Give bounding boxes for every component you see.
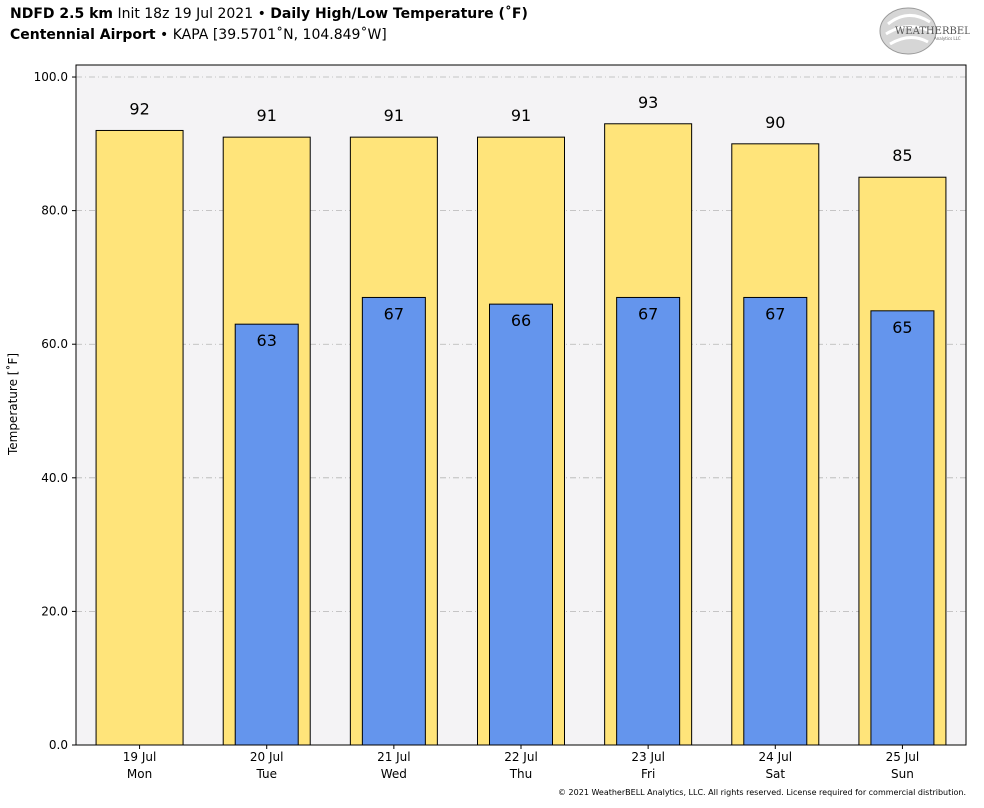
high-temp-label: 91 [511,106,531,125]
high-temp-label: 92 [129,99,149,118]
low-temp-label: 67 [384,304,404,323]
x-tick-label-day: Mon [127,767,152,781]
high-temp-label: 85 [892,146,912,165]
low-temp-bar [489,303,553,746]
high-temp-bar [95,129,184,746]
x-tick-label-day: Tue [255,767,277,781]
bars-group [95,123,947,746]
title-line-1: NDFD 2.5 km Init 18z 19 Jul 2021 • Daily… [10,6,528,22]
y-axis-label: Temperature [˚F] [5,353,20,456]
x-axis: 19 Jul Mon 20 Jul Tue 21 Jul Wed 22 Jul Thu 23 J… [123,745,919,781]
x-tick-label-date: 24 Jul [759,750,793,764]
x-tick-label-day: Sun [891,767,914,781]
x-tick-label-date: 19 Jul [123,750,157,764]
y-tick-label: 0.0 [49,738,68,752]
init-time: Init 18z 19 Jul 2021 [117,6,254,22]
x-tick-label-day: Wed [381,767,407,781]
high-temp-label: 91 [384,106,404,125]
low-temp-bar [743,296,808,746]
copyright-notice: © 2021 WeatherBELL Analytics, LLC. All r… [558,788,966,797]
x-tick-label-day: Thu [509,767,533,781]
x-tick-label-day: Fri [641,767,655,781]
y-tick-label: 80.0 [41,204,68,218]
location-name: Centennial Airport [10,27,156,43]
separator: • [257,6,266,22]
plot-frame [75,64,967,746]
y-tick-label: 20.0 [41,604,68,618]
x-tick-label-date: 22 Jul [504,750,538,764]
svg-text:WEATHERBELL: WEATHERBELL [895,26,970,37]
low-temp-label: 63 [257,331,277,350]
low-temp-bar [616,296,681,746]
low-temp-bar [234,323,299,746]
x-tick-label-day: Sat [765,767,785,781]
y-tick-label: 100.0 [34,70,68,84]
low-temp-label: 65 [892,318,912,337]
low-temp-bar [870,310,935,746]
high-temp-label: 93 [638,93,658,112]
high-temp-label: 91 [257,106,277,125]
model-name: NDFD 2.5 km [10,6,113,22]
title-line-2: Centennial Airport • KAPA [39.5701˚N, 10… [10,27,387,43]
svg-text:Analytics LLC: Analytics LLC [934,36,961,41]
product-name: Daily High/Low Temperature (˚F) [270,6,528,22]
weatherbell-logo: WEATHERBELL Analytics LLC [879,7,970,55]
y-axis: 0.0 20.0 40.0 60.0 80.0 100.0 [34,70,76,752]
x-tick-label-date: 25 Jul [886,750,920,764]
low-temp-bar [361,296,426,746]
data-labels-group: 92 91 63 91 67 91 66 93 67 90 67 85 65 [129,93,912,350]
low-temp-label: 66 [511,311,531,330]
x-tick-label-date: 20 Jul [250,750,284,764]
separator: • [160,27,169,43]
y-tick-label: 60.0 [41,337,68,351]
high-temp-label: 90 [765,113,785,132]
y-tick-label: 40.0 [41,471,68,485]
station-info: KAPA [39.5701˚N, 104.849˚W] [172,27,387,43]
low-temp-label: 67 [765,304,785,323]
x-tick-label-date: 23 Jul [631,750,665,764]
x-tick-label-date: 21 Jul [377,750,411,764]
low-temp-label: 67 [638,304,658,323]
